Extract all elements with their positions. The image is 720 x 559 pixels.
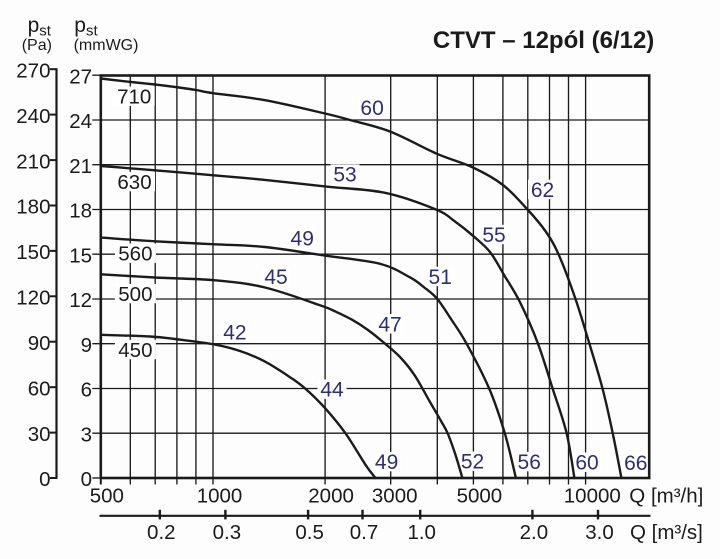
svg-text:3000: 3000 [372,485,418,508]
svg-text:30: 30 [28,423,51,446]
svg-text:56: 56 [518,451,541,474]
svg-text:450: 450 [118,339,152,362]
svg-text:6: 6 [81,379,92,402]
svg-text:710: 710 [117,86,151,109]
svg-text:0: 0 [39,468,50,491]
svg-text:9: 9 [81,334,92,357]
svg-text:0.7: 0.7 [350,521,379,544]
svg-text:5000: 5000 [457,485,503,508]
svg-text:0.2: 0.2 [147,521,176,544]
svg-text:180: 180 [16,196,50,219]
svg-text:44: 44 [320,379,344,402]
svg-text:270: 270 [16,59,50,82]
svg-text:60: 60 [360,97,383,120]
svg-text:500: 500 [118,283,152,306]
svg-text:560: 560 [118,243,152,266]
svg-text:45: 45 [264,266,287,289]
svg-text:3.0: 3.0 [585,521,614,544]
svg-text:2.0: 2.0 [520,521,549,544]
svg-text:10000: 10000 [564,485,621,508]
svg-text:49: 49 [291,228,314,251]
svg-text:2000: 2000 [308,485,354,508]
svg-text:500: 500 [90,485,124,508]
svg-text:53: 53 [333,164,356,187]
svg-text:49: 49 [375,451,398,474]
svg-text:CTVT – 12pól (6/12): CTVT – 12pól (6/12) [433,27,654,54]
svg-text:(mmWG): (mmWG) [74,37,139,54]
svg-text:Q [m³/s]: Q [m³/s] [630,521,703,544]
svg-text:120: 120 [16,287,50,310]
svg-text:15: 15 [69,244,92,267]
svg-text:18: 18 [69,200,92,223]
svg-text:90: 90 [28,332,51,355]
svg-text:Q [m³/h]: Q [m³/h] [629,485,703,508]
svg-text:0.5: 0.5 [295,521,324,544]
svg-text:12: 12 [69,289,92,312]
svg-text:210: 210 [16,150,50,173]
svg-text:21: 21 [69,155,92,178]
svg-text:240: 240 [16,105,50,128]
svg-text:24: 24 [69,110,92,133]
svg-text:60: 60 [28,377,51,400]
svg-text:27: 27 [69,65,92,88]
svg-text:150: 150 [16,241,50,264]
svg-text:62: 62 [531,179,554,202]
svg-text:(Pa): (Pa) [22,37,52,54]
svg-text:66: 66 [624,452,647,475]
svg-text:47: 47 [378,313,401,336]
svg-text:1000: 1000 [197,485,243,508]
svg-text:42: 42 [223,321,246,344]
svg-text:0.3: 0.3 [213,521,242,544]
svg-text:51: 51 [429,266,452,289]
svg-text:1.0: 1.0 [407,521,436,544]
svg-text:630: 630 [117,171,151,194]
svg-text:55: 55 [482,224,505,247]
svg-text:0: 0 [81,468,92,491]
svg-text:60: 60 [575,452,598,475]
svg-text:52: 52 [461,451,484,474]
svg-text:3: 3 [81,423,92,446]
